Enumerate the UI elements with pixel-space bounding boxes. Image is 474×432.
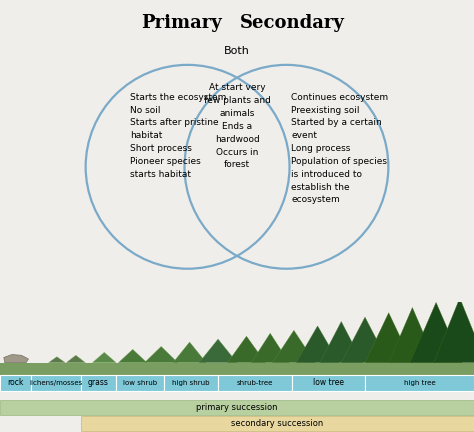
Polygon shape bbox=[4, 355, 28, 362]
Text: Starts the ecosystem
No soil
Starts after pristine
habitat
Short process
Pioneer: Starts the ecosystem No soil Starts afte… bbox=[130, 93, 227, 179]
Text: low shrub: low shrub bbox=[123, 380, 157, 386]
Text: secondary succession: secondary succession bbox=[231, 419, 323, 428]
FancyBboxPatch shape bbox=[365, 375, 474, 391]
Polygon shape bbox=[118, 349, 147, 362]
Text: low tree: low tree bbox=[313, 378, 344, 388]
Text: Secondary: Secondary bbox=[240, 14, 345, 32]
Polygon shape bbox=[92, 353, 116, 362]
FancyBboxPatch shape bbox=[0, 362, 474, 376]
Polygon shape bbox=[434, 298, 474, 362]
Polygon shape bbox=[296, 326, 339, 362]
Text: high tree: high tree bbox=[404, 380, 435, 386]
Polygon shape bbox=[199, 339, 237, 362]
FancyBboxPatch shape bbox=[0, 416, 81, 431]
Polygon shape bbox=[320, 321, 363, 362]
Text: lichens/mosses: lichens/mosses bbox=[29, 380, 82, 386]
FancyBboxPatch shape bbox=[292, 375, 365, 391]
Text: Primary: Primary bbox=[141, 14, 222, 32]
FancyBboxPatch shape bbox=[164, 375, 218, 391]
Polygon shape bbox=[48, 357, 65, 362]
FancyBboxPatch shape bbox=[31, 375, 81, 391]
Polygon shape bbox=[341, 317, 389, 362]
FancyBboxPatch shape bbox=[0, 400, 474, 415]
Polygon shape bbox=[251, 333, 289, 362]
FancyBboxPatch shape bbox=[218, 375, 292, 391]
Polygon shape bbox=[273, 330, 315, 362]
Text: primary succession: primary succession bbox=[196, 403, 278, 412]
Text: At start very
few plants and
animals
Ends a
hardwood
Occurs in
forest: At start very few plants and animals End… bbox=[203, 83, 271, 169]
FancyBboxPatch shape bbox=[81, 416, 474, 431]
Polygon shape bbox=[410, 302, 462, 362]
Polygon shape bbox=[145, 346, 178, 362]
Polygon shape bbox=[365, 313, 412, 362]
Text: Continues ecosystem
Preexisting soil
Started by a certain
event
Long process
Pop: Continues ecosystem Preexisting soil Sta… bbox=[291, 93, 388, 204]
Text: rock: rock bbox=[7, 378, 24, 388]
Polygon shape bbox=[173, 342, 206, 362]
FancyBboxPatch shape bbox=[116, 375, 164, 391]
FancyBboxPatch shape bbox=[81, 375, 116, 391]
Polygon shape bbox=[66, 355, 85, 362]
Polygon shape bbox=[389, 308, 436, 362]
Text: Both: Both bbox=[224, 46, 250, 56]
Text: high shrub: high shrub bbox=[172, 380, 210, 386]
Text: grass: grass bbox=[88, 378, 109, 388]
FancyBboxPatch shape bbox=[0, 375, 31, 391]
Text: shrub-tree: shrub-tree bbox=[237, 380, 273, 386]
Polygon shape bbox=[228, 336, 265, 362]
